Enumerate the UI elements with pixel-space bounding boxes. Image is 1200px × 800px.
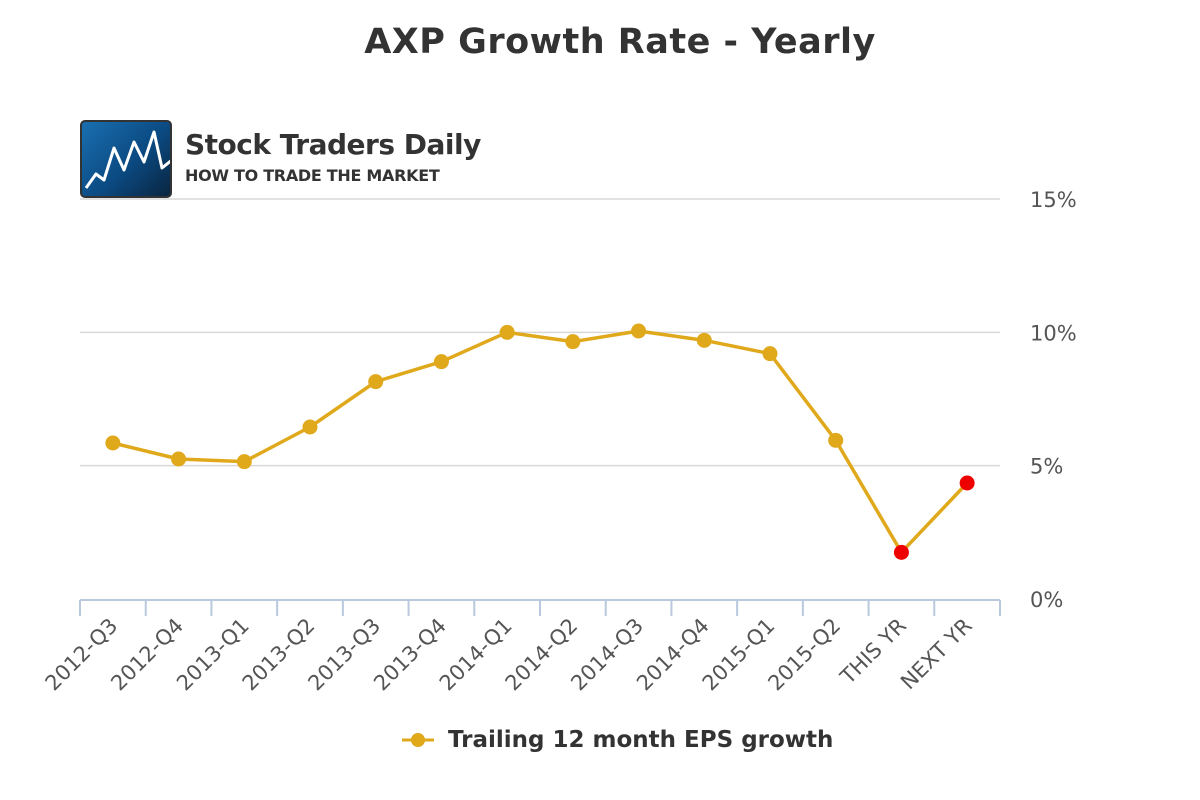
- legend-label: Trailing 12 month EPS growth: [448, 727, 834, 753]
- brand-logo: Stock Traders Daily HOW TO TRADE THE MAR…: [80, 120, 481, 200]
- data-point: [565, 334, 581, 350]
- data-point: [893, 544, 909, 560]
- data-point: [696, 332, 712, 348]
- data-point: [828, 432, 844, 448]
- data-point: [171, 451, 187, 467]
- y-tick-label: 15%: [1030, 188, 1077, 212]
- x-tick-label: NEXT YR: [896, 614, 977, 695]
- series-line: [112, 329, 969, 555]
- legend-marker: [402, 733, 434, 747]
- logo-chart-icon: [80, 120, 172, 198]
- logo-tagline: HOW TO TRADE THE MARKET: [185, 166, 440, 185]
- x-tick-label: 2015-Q2: [763, 614, 845, 696]
- data-point: [433, 354, 449, 370]
- y-tick-label: 10%: [1030, 321, 1077, 345]
- y-tick-label: 0%: [1030, 588, 1063, 612]
- data-point: [105, 435, 121, 451]
- legend[interactable]: Trailing 12 month EPS growth: [400, 722, 833, 758]
- chart-title: AXP Growth Rate - Yearly: [364, 22, 876, 62]
- data-point: [236, 454, 252, 470]
- data-point: [302, 419, 318, 435]
- y-tick-label: 5%: [1030, 455, 1063, 479]
- data-point: [499, 324, 515, 340]
- data-point: [368, 374, 384, 390]
- data-point: [959, 475, 975, 491]
- data-point: [762, 346, 778, 362]
- logo-name: Stock Traders Daily: [185, 128, 481, 161]
- data-point: [631, 323, 647, 339]
